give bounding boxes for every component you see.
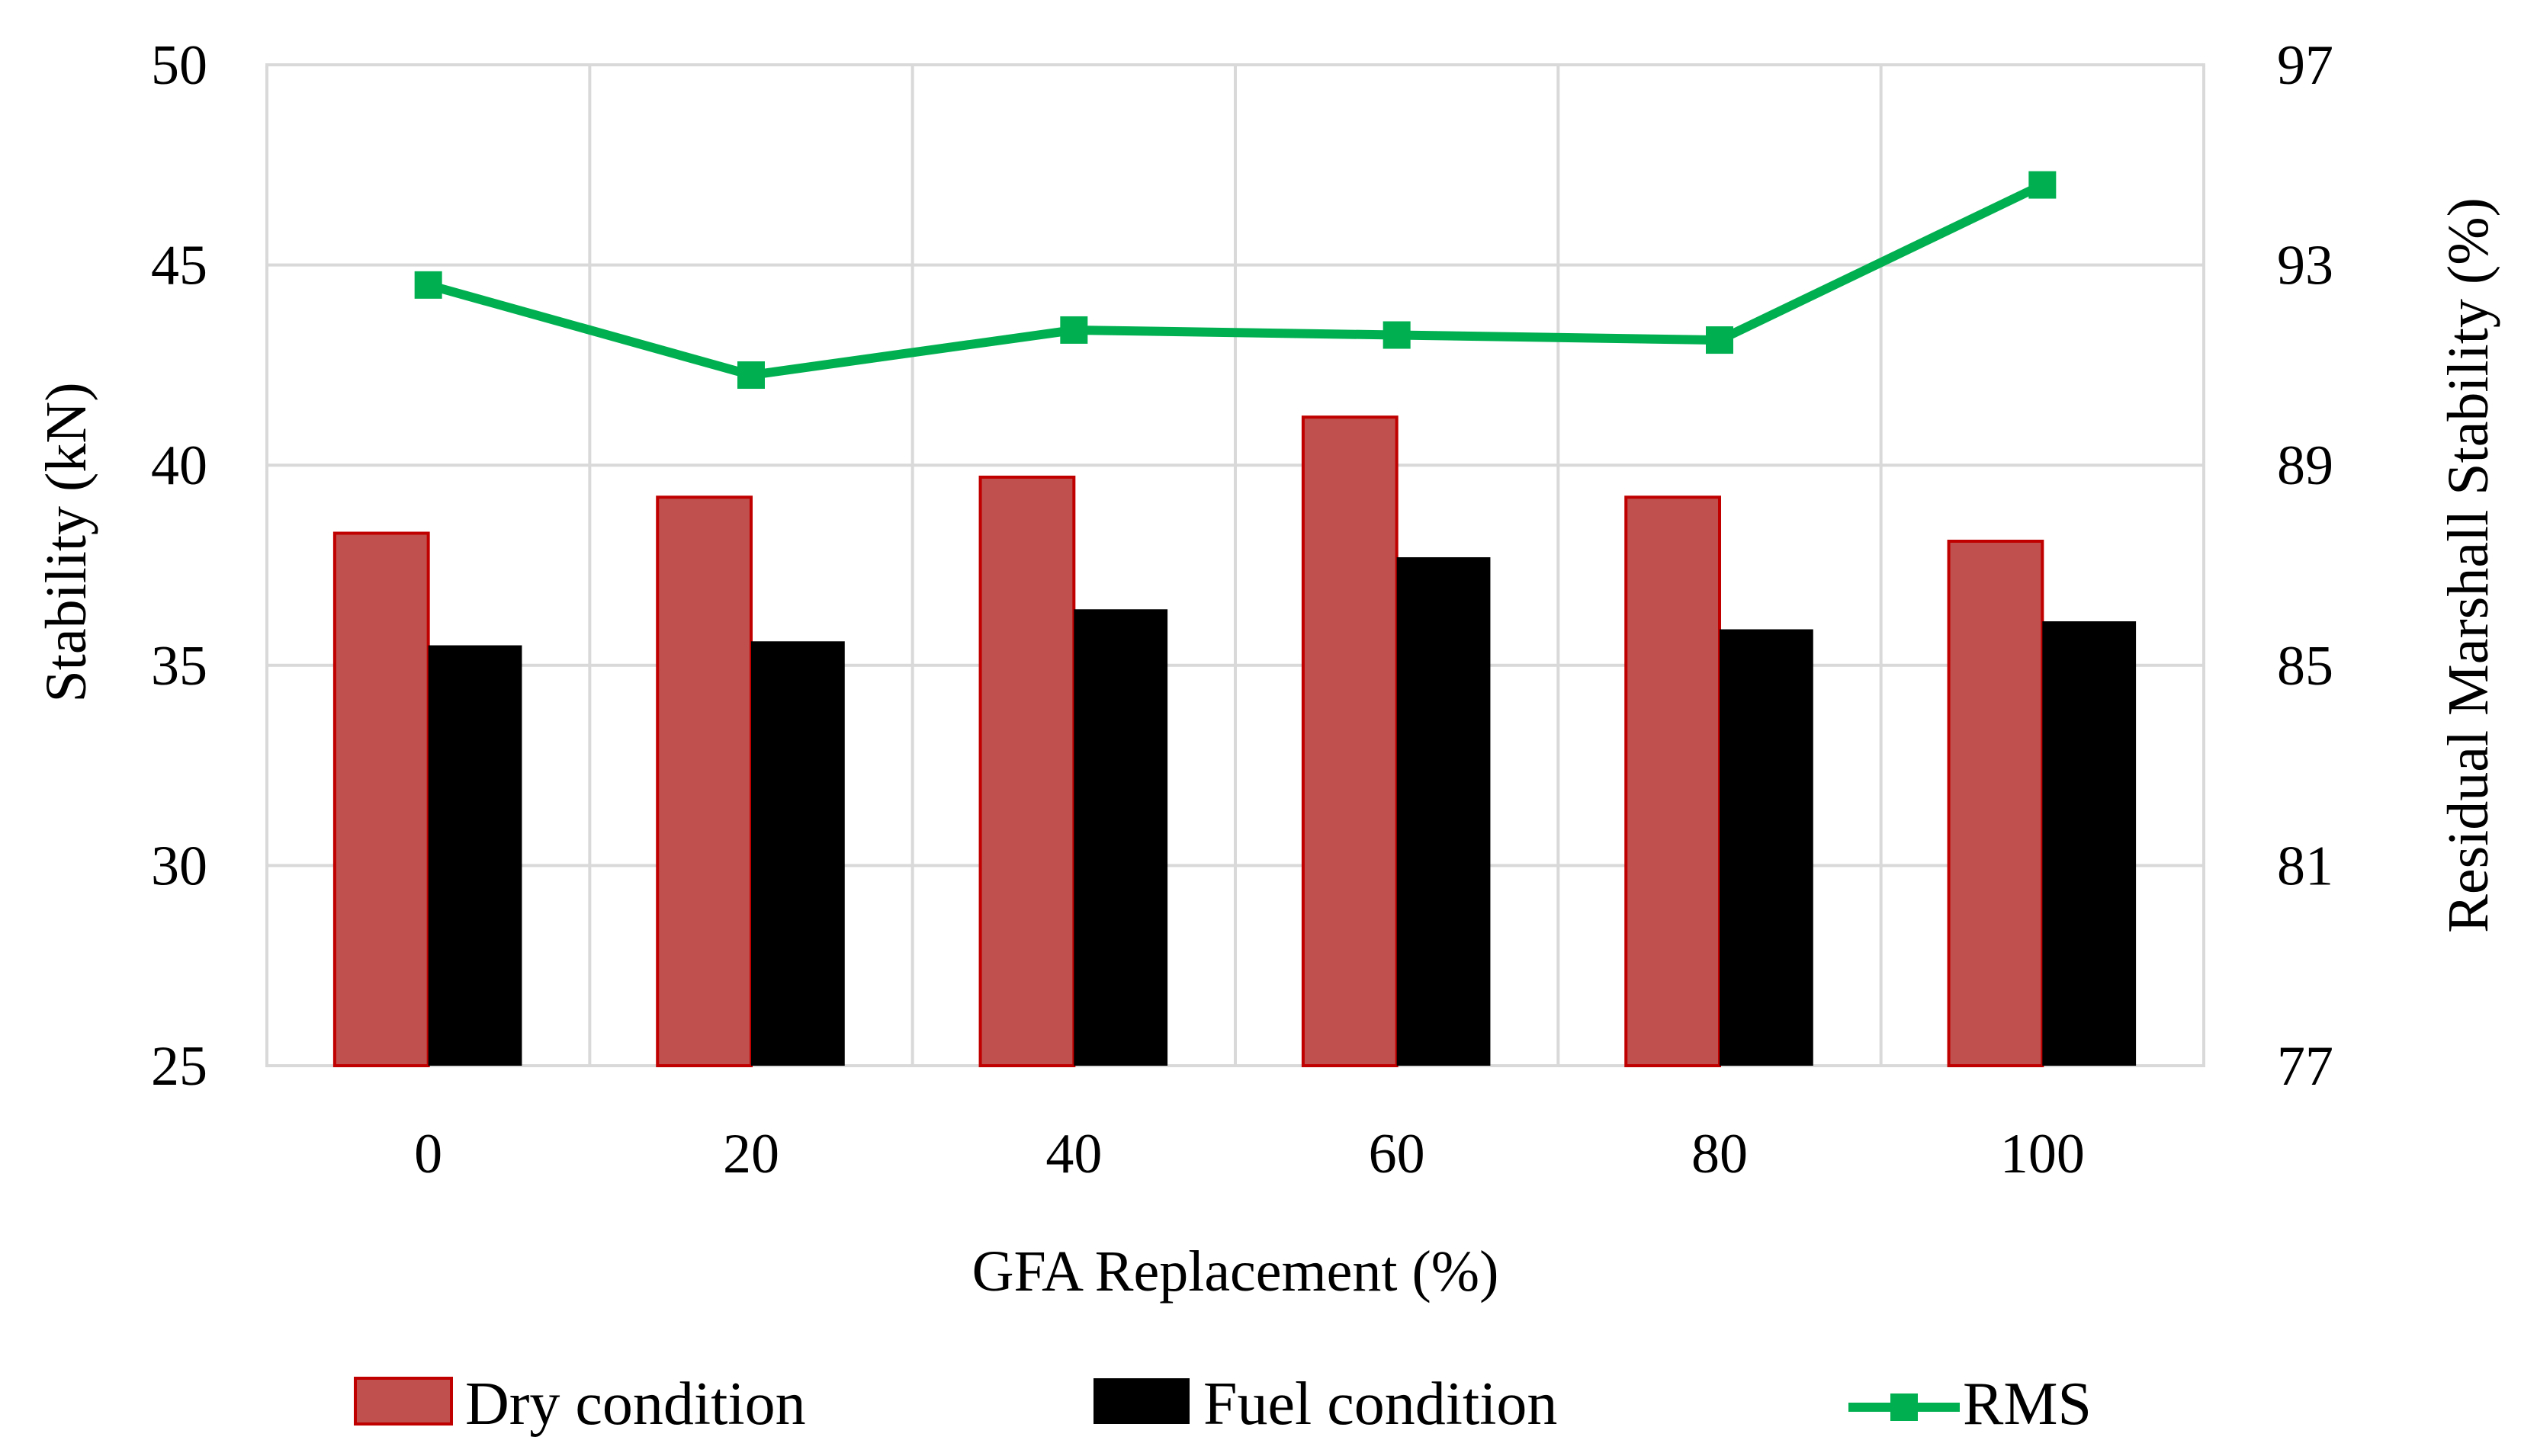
x-tick-label: 100: [2000, 1123, 2085, 1185]
x-tick-label: 60: [1369, 1123, 1425, 1185]
bar-dry-20: [656, 495, 753, 1067]
legend-item-rms: RMS: [1848, 1371, 2092, 1438]
gridlines: [267, 63, 2204, 1067]
bar-fuel-40: [1074, 609, 1168, 1066]
x-tick-label: 0: [414, 1123, 442, 1185]
y2-axis-title: Residual Marshall Stability (%): [2436, 197, 2500, 933]
bar-fuel-0: [428, 645, 522, 1066]
rms-point-0: [414, 271, 442, 299]
legend-swatch-fuel: [1094, 1378, 1190, 1424]
y-tick-label: 45: [151, 235, 207, 297]
y-tick-label: 35: [151, 635, 207, 698]
legend-label-dry: Dry condition: [465, 1371, 806, 1438]
legend-item-fuel: Fuel condition: [1094, 1371, 1557, 1438]
x-tick-label: 40: [1045, 1123, 1102, 1185]
bars: [332, 415, 2137, 1067]
y-tick-label: 40: [151, 435, 207, 497]
y-tick-label: 30: [151, 835, 207, 897]
legend-marker-rms: [1890, 1393, 1918, 1421]
bar-dry-40: [978, 475, 1076, 1067]
x-tick-label: 20: [723, 1123, 779, 1185]
rms-line: [427, 181, 2044, 380]
x-axis-title: GFA Replacement (%): [972, 1240, 1499, 1304]
y2-tick-label: 97: [2277, 34, 2333, 97]
legend: Dry condition Fuel condition RMS: [354, 1371, 2092, 1438]
bar-fuel-100: [2042, 621, 2137, 1066]
rms-point-40: [1060, 316, 1088, 344]
bar-dry-100: [1947, 539, 2044, 1067]
legend-swatch-dry: [354, 1377, 453, 1426]
y-tick-label: 50: [151, 34, 207, 97]
x-tick-label: 80: [1691, 1123, 1748, 1185]
rms-point-60: [1383, 321, 1411, 349]
y2-tick-label: 81: [2277, 835, 2333, 897]
plot-area-border: [265, 63, 2205, 1067]
rms-point-20: [737, 361, 765, 390]
tick-labels: 25 30 35 40 45 50 77 81 85 89 93 97 0 20 40 60 80 100: [151, 34, 2333, 1185]
bar-fuel-80: [1720, 629, 1813, 1066]
legend-item-dry: Dry condition: [354, 1371, 806, 1438]
bar-dry-60: [1301, 415, 1399, 1067]
y-axis-title: Stability (kN): [34, 382, 98, 702]
bar-fuel-20: [751, 641, 845, 1066]
y2-tick-label: 89: [2277, 435, 2333, 497]
bar-fuel-60: [1396, 556, 1491, 1066]
y2-tick-label: 85: [2277, 635, 2333, 698]
bar-dry-0: [332, 531, 430, 1067]
bar-dry-80: [1624, 495, 1722, 1067]
y-tick-label: 25: [151, 1035, 207, 1098]
rms-point-100: [2028, 171, 2057, 199]
y2-tick-label: 93: [2277, 235, 2333, 297]
legend-label-fuel: Fuel condition: [1203, 1371, 1557, 1438]
legend-label-rms: RMS: [1963, 1371, 2092, 1438]
y2-tick-label: 77: [2277, 1035, 2333, 1098]
rms-point-80: [1706, 326, 1733, 354]
rms-line-series: [414, 171, 2057, 390]
